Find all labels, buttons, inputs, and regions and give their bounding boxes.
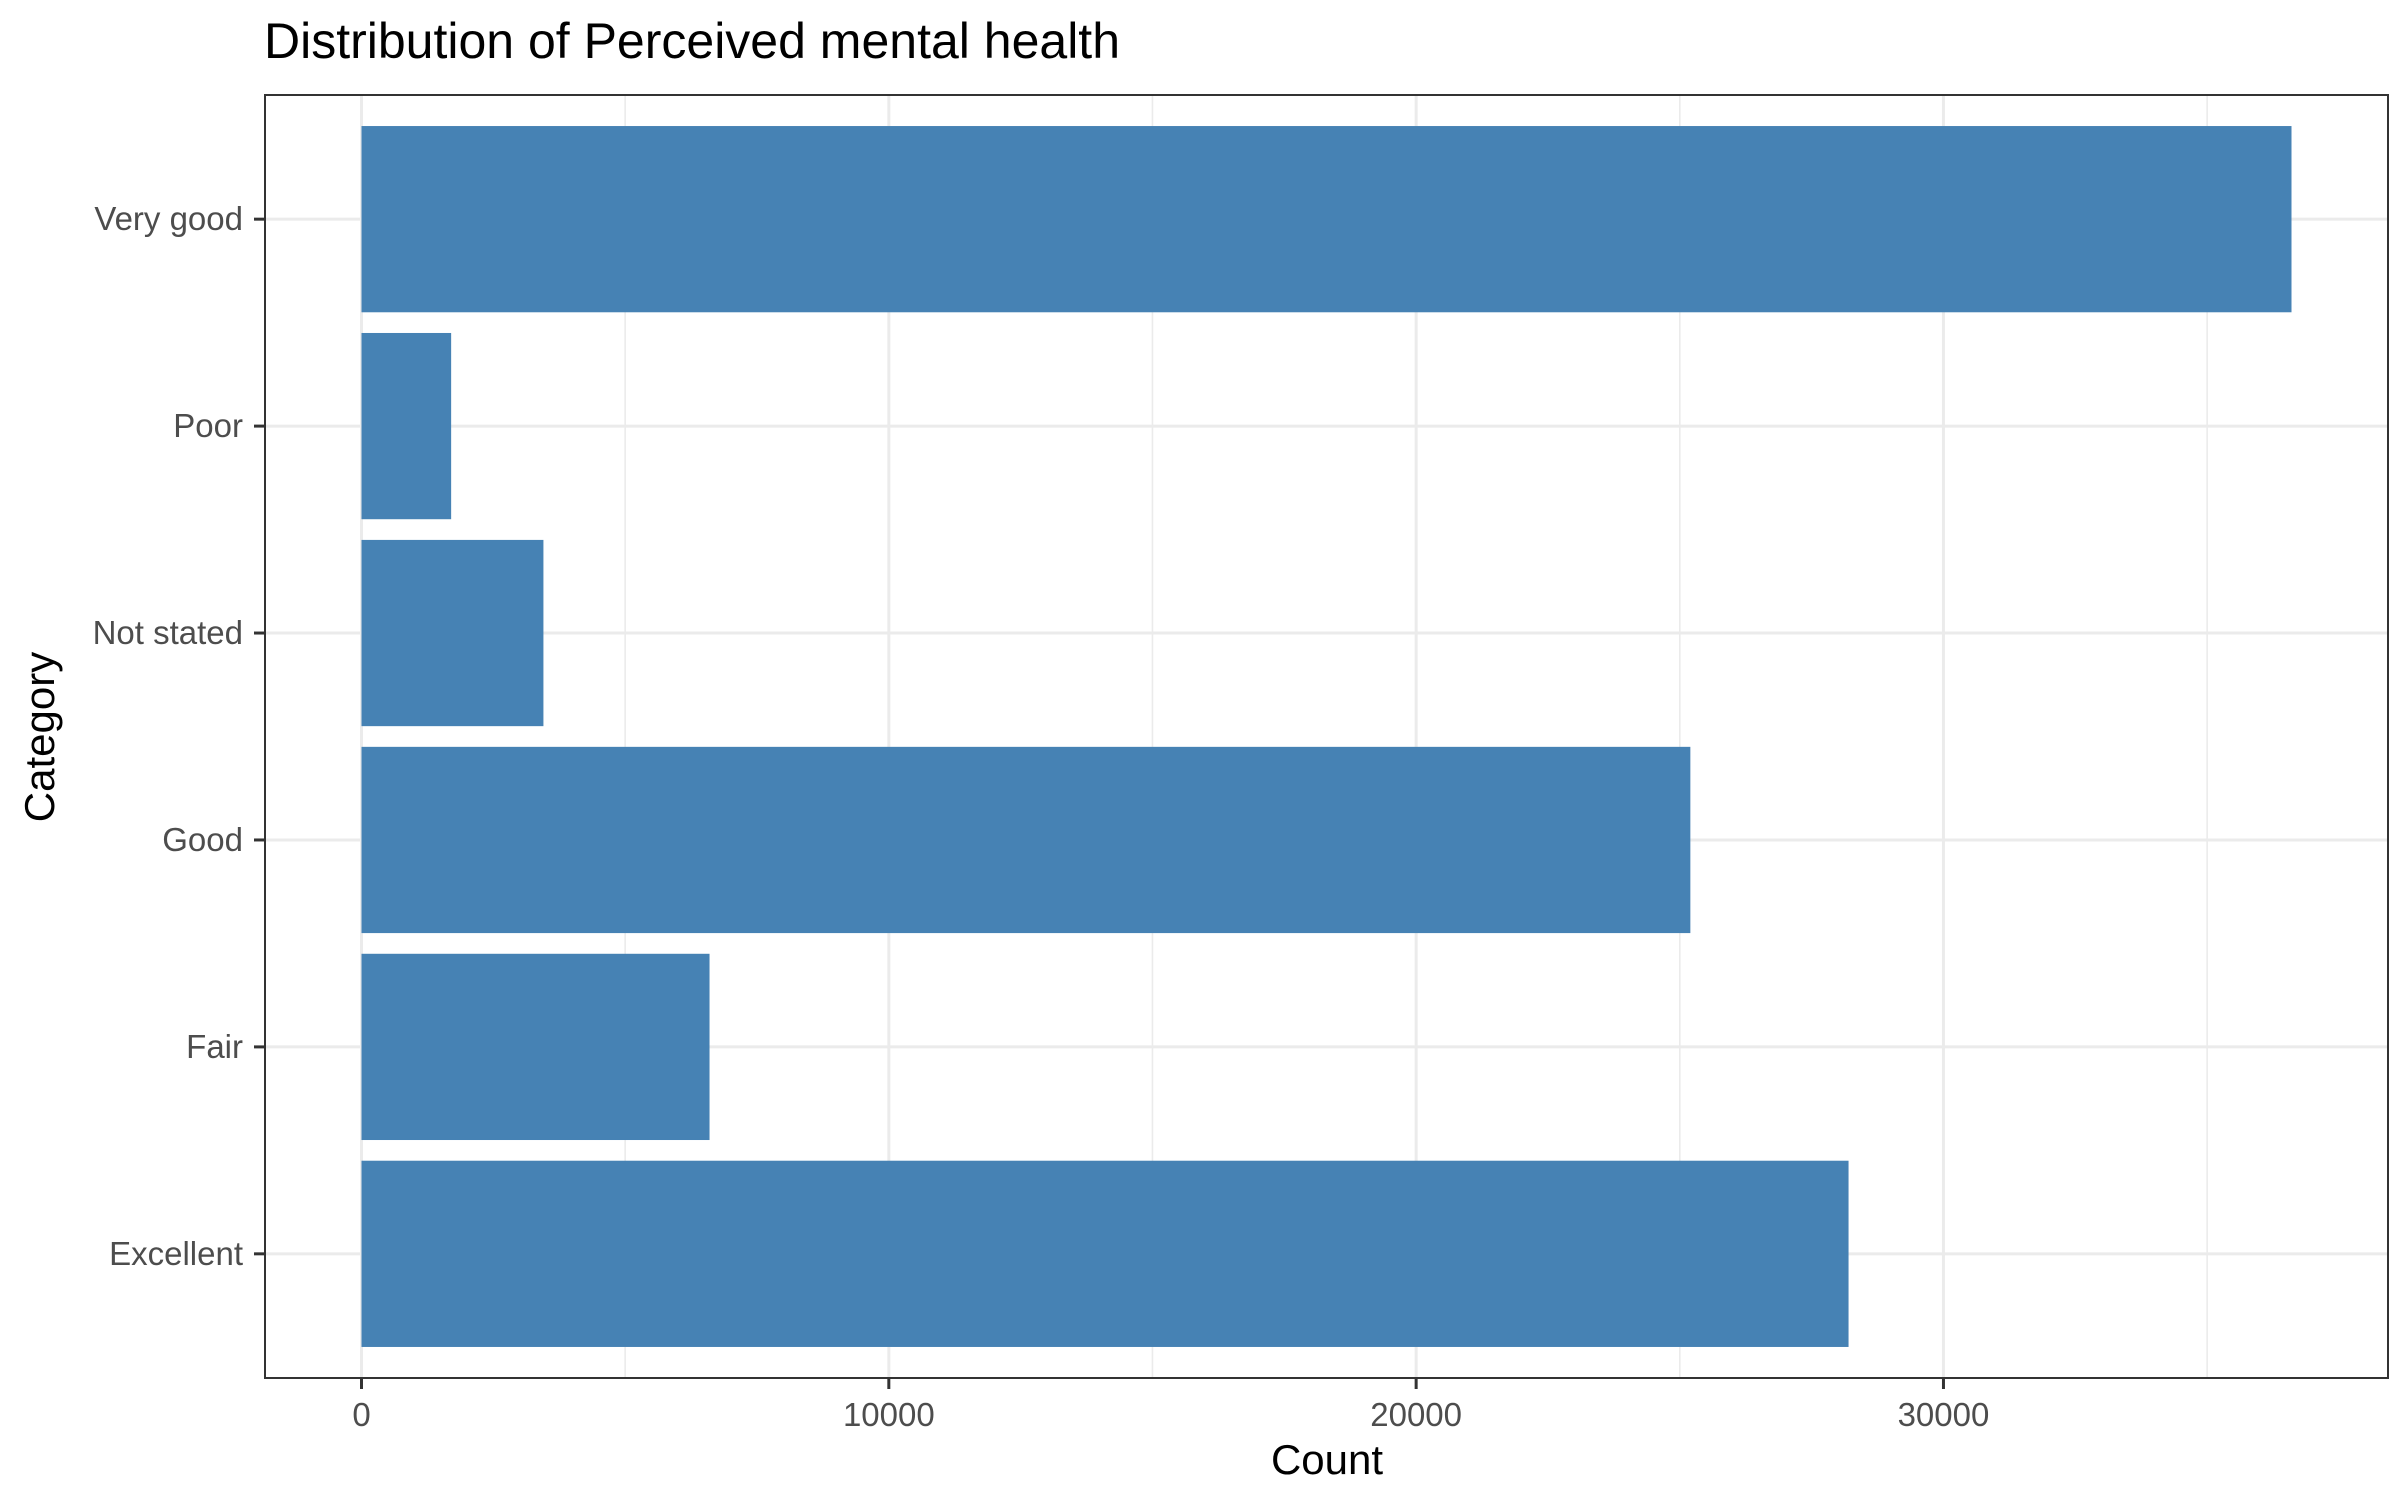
bar-good [361, 746, 1691, 934]
x-tick-label: 0 [352, 1396, 370, 1433]
chart-title: Distribution of Perceived mental health [264, 13, 1120, 69]
bars [361, 126, 2292, 1347]
y-axis: Excellent Fair Good Not stated Poor Very good [93, 200, 265, 1272]
y-axis-title: Category [16, 652, 63, 822]
x-axis-title: Count [1271, 1436, 1383, 1483]
bar-fair [361, 953, 710, 1141]
plot-panel-border [264, 94, 2389, 1379]
bar-excellent [361, 1160, 1849, 1347]
y-tick-label: Poor [173, 407, 243, 444]
bar-not-stated [361, 539, 544, 727]
x-tick-label: 10000 [843, 1396, 935, 1433]
y-tick-label: Very good [94, 200, 243, 237]
x-axis: 0 10000 20000 30000 [352, 1378, 1989, 1433]
y-tick-label: Not stated [93, 614, 243, 651]
y-tick-label: Good [162, 821, 243, 858]
y-tick-label: Fair [186, 1028, 243, 1065]
bar-poor [361, 332, 452, 520]
x-tick-label: 20000 [1370, 1396, 1462, 1433]
bar-very-good [361, 126, 2292, 313]
y-tick-label: Excellent [109, 1235, 243, 1272]
x-tick-label: 30000 [1898, 1396, 1990, 1433]
